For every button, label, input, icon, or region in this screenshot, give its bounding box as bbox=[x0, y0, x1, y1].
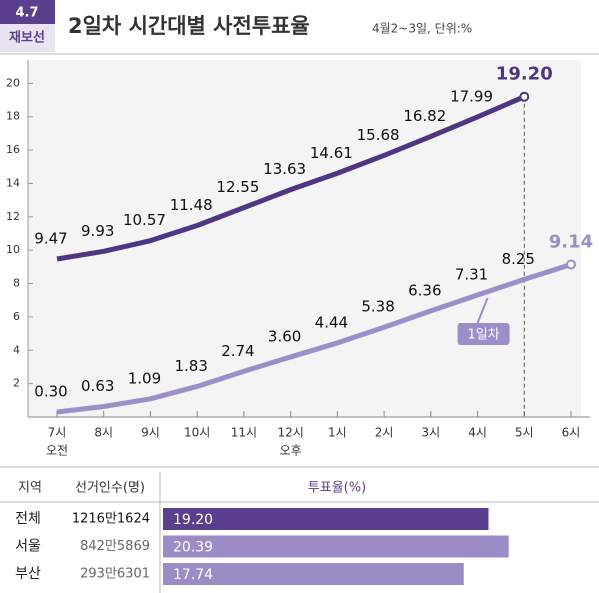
row-label: 서울 bbox=[15, 539, 41, 555]
x-tick-label: 1시 bbox=[328, 426, 347, 440]
bar bbox=[163, 535, 509, 558]
badge-text: 4.7 bbox=[15, 6, 38, 21]
y-tick-label: 10 bbox=[6, 243, 20, 256]
data-label: 9.14 bbox=[549, 232, 593, 253]
x-tick-label: 2시 bbox=[375, 426, 394, 440]
x-tick-label: 9시 bbox=[141, 426, 160, 440]
y-tick-label: 20 bbox=[6, 76, 20, 89]
y-tick-label: 6 bbox=[13, 310, 20, 323]
data-label: 17.99 bbox=[450, 87, 493, 105]
series-line bbox=[56, 94, 526, 262]
data-label: 2.74 bbox=[221, 342, 254, 360]
data-label: 1.09 bbox=[128, 369, 161, 387]
data-label: 0.30 bbox=[34, 382, 67, 400]
x-tick-label: 3시 bbox=[421, 426, 440, 440]
voters: 293만6301 bbox=[80, 567, 150, 582]
y-tick-label: 2 bbox=[13, 377, 20, 390]
x-sublabel: 오전 bbox=[46, 444, 68, 458]
data-label: 1.83 bbox=[174, 357, 207, 375]
data-label: 12.55 bbox=[216, 178, 259, 196]
data-label: 3.60 bbox=[268, 327, 301, 345]
data-label: 5.38 bbox=[361, 298, 394, 316]
bar bbox=[163, 563, 464, 585]
bar-label: 17.74 bbox=[173, 567, 213, 583]
y-tick-label: 8 bbox=[13, 277, 20, 290]
data-label: 9.47 bbox=[34, 230, 67, 248]
data-label: 0.63 bbox=[81, 377, 114, 395]
callout-pointer bbox=[476, 297, 489, 324]
row-label: 부산 bbox=[15, 566, 41, 582]
y-tick-label: 14 bbox=[6, 176, 20, 189]
x-tick-label: 7시 bbox=[48, 426, 67, 440]
x-tick-label: 10시 bbox=[184, 426, 210, 440]
end-marker bbox=[566, 259, 576, 270]
data-label: 10.57 bbox=[123, 211, 166, 229]
x-tick-label: 12시 bbox=[277, 426, 303, 440]
y-tick-label: 18 bbox=[6, 110, 20, 123]
x-sublabel: 오후 bbox=[280, 444, 302, 458]
badge-bottom bbox=[0, 24, 55, 52]
y-tick-label: 12 bbox=[6, 210, 20, 223]
x-tick-label: 8시 bbox=[94, 426, 113, 440]
row-label: 전체 bbox=[15, 511, 41, 527]
data-label: 7.31 bbox=[455, 266, 488, 284]
data-label: 13.63 bbox=[263, 160, 306, 178]
column-header: 투표율(%) bbox=[308, 481, 366, 496]
data-label: 9.93 bbox=[81, 222, 114, 240]
y-tick-label: 16 bbox=[6, 143, 20, 156]
bar bbox=[163, 508, 489, 530]
badge-text: 재보선 bbox=[9, 30, 45, 46]
x-tick-label: 6시 bbox=[562, 426, 581, 440]
series-name: 1일차 bbox=[467, 328, 499, 343]
bar-label: 20.39 bbox=[173, 540, 213, 556]
data-label: 14.61 bbox=[310, 144, 353, 162]
x-tick-label: 4시 bbox=[468, 426, 487, 440]
callout-box bbox=[457, 323, 510, 346]
bar-label: 19.20 bbox=[173, 512, 213, 528]
x-tick-label: 5시 bbox=[515, 426, 534, 440]
column-header: 지역 bbox=[18, 481, 42, 496]
plot-shade bbox=[28, 60, 581, 417]
series-line bbox=[56, 262, 572, 415]
data-label: 8.25 bbox=[502, 250, 535, 268]
subtitle: 4월2~3일, 단위:% bbox=[372, 22, 472, 36]
data-label: 4.44 bbox=[315, 313, 348, 331]
data-label: 19.20 bbox=[496, 64, 553, 85]
badge-top bbox=[0, 0, 55, 24]
voters: 842만5869 bbox=[80, 539, 150, 554]
data-label: 6.36 bbox=[408, 281, 441, 299]
column-header: 선거인수(명) bbox=[75, 481, 145, 496]
voters: 1216만1624 bbox=[72, 512, 150, 527]
data-label: 16.82 bbox=[403, 107, 446, 125]
chart-title: 2일차 시간대별 사전투표율 bbox=[68, 14, 310, 38]
y-tick-label: 4 bbox=[13, 343, 20, 356]
data-label: 15.68 bbox=[357, 126, 400, 144]
data-label: 11.48 bbox=[170, 196, 213, 214]
end-marker bbox=[519, 91, 530, 102]
x-tick-label: 11시 bbox=[231, 426, 257, 440]
